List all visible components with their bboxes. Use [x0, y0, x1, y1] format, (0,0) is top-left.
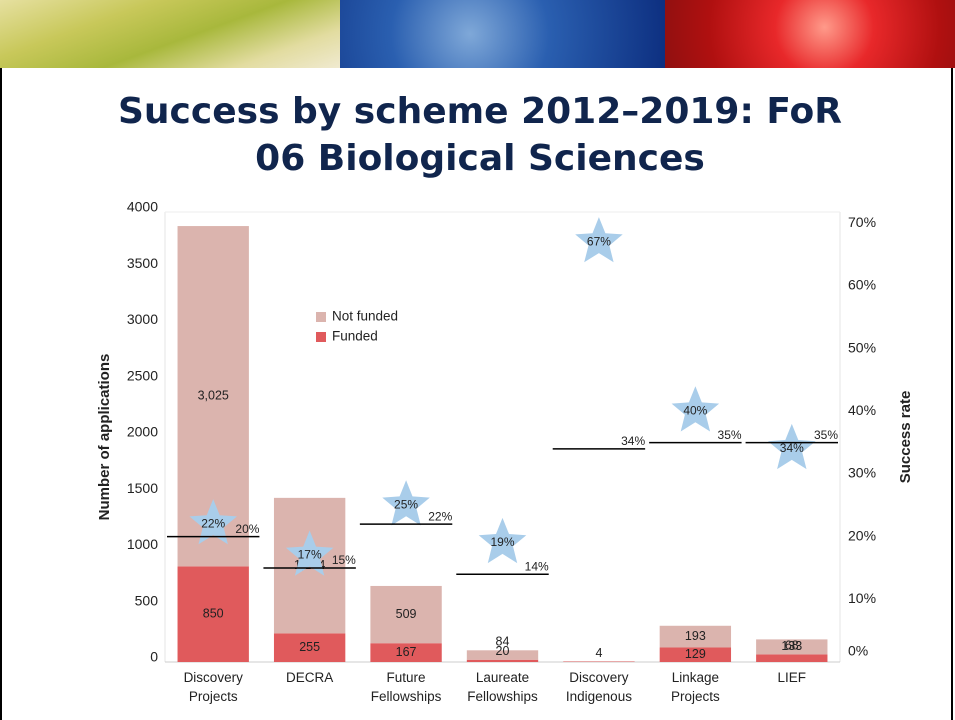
slide-frame: [0, 68, 953, 720]
y-tick-label: 3000: [127, 311, 158, 327]
y2-tick-label: 70%: [848, 214, 876, 230]
data-label: 3,025: [198, 389, 229, 403]
bar-segment: [659, 647, 732, 662]
y2-tick-label: 40%: [848, 402, 876, 418]
bar-segment: [466, 659, 539, 662]
y2-tick-label: 30%: [848, 465, 876, 481]
data-label: 4: [595, 646, 602, 660]
data-label: 255: [299, 640, 320, 654]
y-axis-label: Number of applications: [96, 354, 113, 521]
banner: [0, 0, 955, 68]
y2-tick-label: 50%: [848, 339, 876, 355]
banner-leaf: [0, 0, 340, 68]
legend-swatch: [316, 332, 326, 342]
y2-tick-label: 60%: [848, 277, 876, 293]
y2-axis-label: Success rate: [897, 391, 914, 484]
x-tick-label: Linkage Projects: [670, 670, 720, 704]
banner-cells: [340, 0, 665, 68]
rate-star: [575, 217, 623, 263]
rate-star: [285, 530, 334, 576]
rate-line-label: 15%: [332, 553, 356, 567]
rate-label: 25%: [394, 497, 418, 511]
data-label: 68: [785, 639, 799, 653]
rate-line-label: 34%: [621, 434, 645, 448]
data-label: 84: [496, 635, 510, 649]
rate-star: [478, 517, 527, 564]
rate-label: 17%: [298, 548, 322, 562]
y2-tick-label: 0%: [848, 643, 868, 659]
x-tick-label: Future Fellowships: [370, 670, 442, 704]
bar-segment: [756, 654, 828, 662]
rate-line-label: 35%: [718, 428, 742, 442]
data-label: 20: [496, 644, 510, 658]
y-tick-label: 3500: [127, 255, 158, 271]
bar-segment: [370, 585, 442, 644]
x-tick-label: Discovery Indigenous: [565, 670, 632, 704]
rate-star: [189, 499, 237, 545]
bar-segment: [466, 650, 539, 660]
legend-swatch: [316, 312, 326, 322]
rate-label: 40%: [683, 403, 707, 417]
legend-label: Not funded: [332, 309, 398, 324]
data-label: 850: [203, 606, 224, 620]
x-tick-label: Laureate Fellowships: [467, 670, 538, 704]
rate-label: 22%: [201, 516, 225, 530]
data-label: 167: [396, 645, 417, 659]
y2-tick-label: 20%: [848, 527, 876, 543]
y-tick-label: 2500: [127, 367, 158, 383]
y-tick-label: 1500: [127, 480, 158, 496]
rate-star: [382, 480, 430, 526]
x-tick-label: DECRA: [286, 670, 334, 685]
y-tick-label: 0: [150, 649, 158, 665]
bar-segment: [370, 643, 442, 662]
data-label: 509: [396, 607, 417, 621]
legend-label: Funded: [332, 329, 378, 344]
bar-segment: [659, 625, 732, 648]
data-label: 133: [781, 639, 802, 653]
bar-segment: [177, 566, 249, 662]
y-tick-label: 4000: [127, 199, 158, 215]
rate-line-label: 20%: [235, 522, 259, 536]
y2-tick-label: 10%: [848, 590, 876, 606]
rate-line-label: 35%: [814, 428, 838, 442]
x-tick-label: Discovery Projects: [183, 670, 243, 704]
y-tick-label: 2000: [127, 424, 158, 440]
rate-line-label: 14%: [525, 559, 549, 573]
banner-blood: [665, 0, 955, 68]
bar-segment: [756, 639, 828, 655]
rate-star: [671, 386, 720, 432]
data-label: 129: [685, 647, 706, 661]
bar-segment: [273, 633, 346, 662]
data-label: 193: [685, 629, 706, 643]
x-tick-label: LIEF: [777, 670, 807, 685]
rate-label: 34%: [780, 441, 804, 455]
y-tick-label: 1000: [127, 536, 158, 552]
y-tick-label: 500: [135, 592, 159, 608]
rate-line-label: 22%: [428, 509, 452, 523]
rate-label: 67%: [587, 234, 611, 248]
slide-title: Success by scheme 2012–2019: FoR 06 Biol…: [118, 91, 842, 179]
rate-label: 19%: [490, 535, 514, 549]
rate-star: [768, 423, 816, 470]
